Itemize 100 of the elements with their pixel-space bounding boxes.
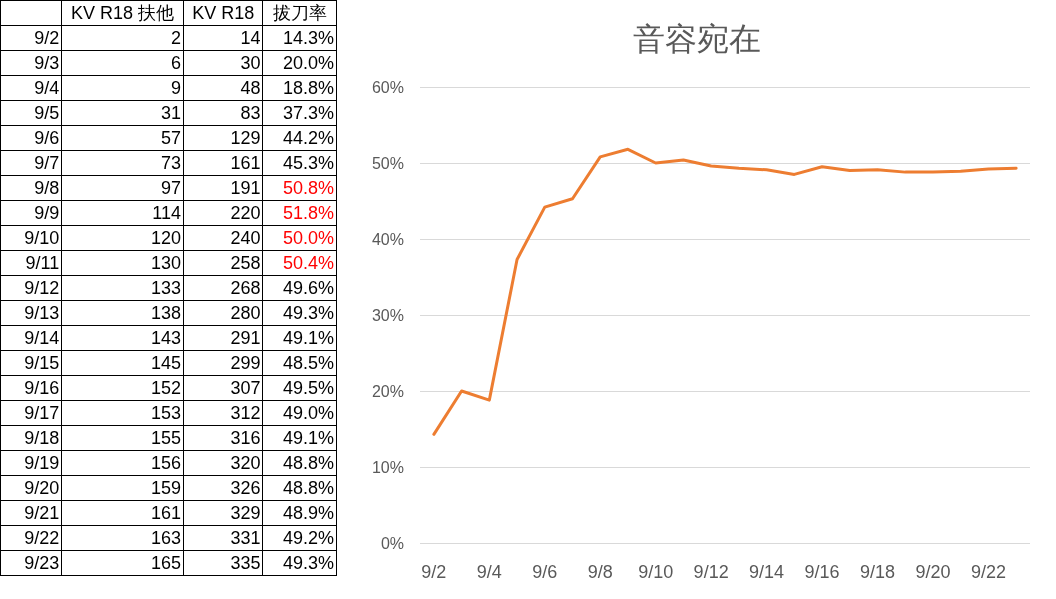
- category-label: 9/2: [0, 25, 62, 51]
- data-label: 156: [61, 450, 184, 476]
- data-label: 220: [183, 200, 263, 226]
- category-label: 9/10: [0, 225, 62, 251]
- data-label: 114: [61, 200, 184, 226]
- data-label: 83: [183, 100, 263, 126]
- x-tick-label: 9/8: [587, 562, 613, 582]
- data-label: 18.8%: [262, 75, 337, 101]
- data-label: 20.0%: [262, 50, 337, 76]
- category-label: 9/12: [0, 275, 62, 301]
- legend-label: 拔刀率: [262, 0, 337, 26]
- data-label: 44.2%: [262, 125, 337, 151]
- data-label: 97: [61, 175, 184, 201]
- data-label: 320: [183, 450, 263, 476]
- y-tick-label: 30%: [371, 306, 404, 324]
- y-tick-label: 40%: [371, 230, 404, 248]
- chart-title: 音容宛在: [632, 20, 761, 58]
- data-label: 49.6%: [262, 275, 337, 301]
- data-label: 329: [183, 500, 263, 526]
- y-tick-label: 20%: [371, 382, 404, 400]
- data-label: 48: [183, 75, 263, 101]
- x-tick-label: 9/6: [532, 562, 558, 582]
- data-label: 31: [61, 100, 184, 126]
- data-label: 50.8%: [262, 175, 337, 201]
- category-label: 9/8: [0, 175, 62, 201]
- y-tick-label: 60%: [371, 78, 404, 96]
- data-label: 49.3%: [262, 550, 337, 576]
- category-label: 9/6: [0, 125, 62, 151]
- data-label: 49.2%: [262, 525, 337, 551]
- data-label: 165: [61, 550, 184, 576]
- data-label: 312: [183, 400, 263, 426]
- category-label: 9/15: [0, 350, 62, 376]
- category-label: 9/19: [0, 450, 62, 476]
- category-label: 9/16: [0, 375, 62, 401]
- data-label: 161: [61, 500, 184, 526]
- data-label: 161: [183, 150, 263, 176]
- data-label: 51.8%: [262, 200, 337, 226]
- y-tick-label: 10%: [371, 458, 404, 476]
- text: KV R18: [183, 0, 263, 26]
- data-label: 291: [183, 325, 263, 351]
- line-series: [432, 147, 1018, 436]
- data-label: 280: [183, 300, 263, 326]
- data-label: 316: [183, 425, 263, 451]
- data-label: 14.3%: [262, 25, 337, 51]
- data-label: 299: [183, 350, 263, 376]
- data-label: 240: [183, 225, 263, 251]
- data-label: 45.3%: [262, 150, 337, 176]
- x-tick-label: 9/2: [421, 562, 447, 582]
- data-label: 145: [61, 350, 184, 376]
- data-label: 153: [61, 400, 184, 426]
- category-label: 9/21: [0, 500, 62, 526]
- data-label: 48.8%: [262, 450, 337, 476]
- category-label: 9/20: [0, 475, 62, 501]
- category-label: 9/22: [0, 525, 62, 551]
- data-label: 335: [183, 550, 263, 576]
- category-label: 9/9: [0, 200, 62, 226]
- data-label: 159: [61, 475, 184, 501]
- category-label: 9/14: [0, 325, 62, 351]
- data-label: 138: [61, 300, 184, 326]
- data-label: 191: [183, 175, 263, 201]
- data-label: 130: [61, 250, 184, 276]
- data-label: 50.0%: [262, 225, 337, 251]
- x-tick-label: 9/14: [749, 562, 785, 582]
- x-tick-label: 9/16: [804, 562, 840, 582]
- data-label: 120: [61, 225, 184, 251]
- x-tick-label: 9/12: [693, 562, 729, 582]
- data-label: 152: [61, 375, 184, 401]
- data-label: 50.4%: [262, 250, 337, 276]
- data-label: 49.0%: [262, 400, 337, 426]
- data-label: 133: [61, 275, 184, 301]
- data-label: 163: [61, 525, 184, 551]
- category-label: 9/5: [0, 100, 62, 126]
- data-label: 49.5%: [262, 375, 337, 401]
- x-tick-label: 9/20: [915, 562, 951, 582]
- data-label: 37.3%: [262, 100, 337, 126]
- data-label: 129: [183, 125, 263, 151]
- x-tick-label: 9/22: [970, 562, 1006, 582]
- category-label: 9/3: [0, 50, 62, 76]
- category-label: 9/23: [0, 550, 62, 576]
- data-label: 14: [183, 25, 263, 51]
- data-label: 73: [61, 150, 184, 176]
- data-label: 326: [183, 475, 263, 501]
- y-tick-label: 0%: [380, 534, 404, 552]
- x-tick-label: 9/18: [859, 562, 896, 582]
- data-label: 268: [183, 275, 263, 301]
- data-label: 143: [61, 325, 184, 351]
- data-label: 155: [61, 425, 184, 451]
- data-label: 57: [61, 125, 184, 151]
- data-label: 307: [183, 375, 263, 401]
- data-label: 6: [61, 50, 184, 76]
- category-label: 9/7: [0, 150, 62, 176]
- data-label: 49.1%: [262, 325, 337, 351]
- data-label: 49.3%: [262, 300, 337, 326]
- data-label: 49.1%: [262, 425, 337, 451]
- data-label: 258: [183, 250, 263, 276]
- x-tick-label: 9/10: [638, 562, 674, 582]
- y-tick-label: 50%: [371, 154, 404, 172]
- category-label: 9/4: [0, 75, 62, 101]
- x-tick-label: 9/4: [476, 562, 502, 582]
- data-label: 48.5%: [262, 350, 337, 376]
